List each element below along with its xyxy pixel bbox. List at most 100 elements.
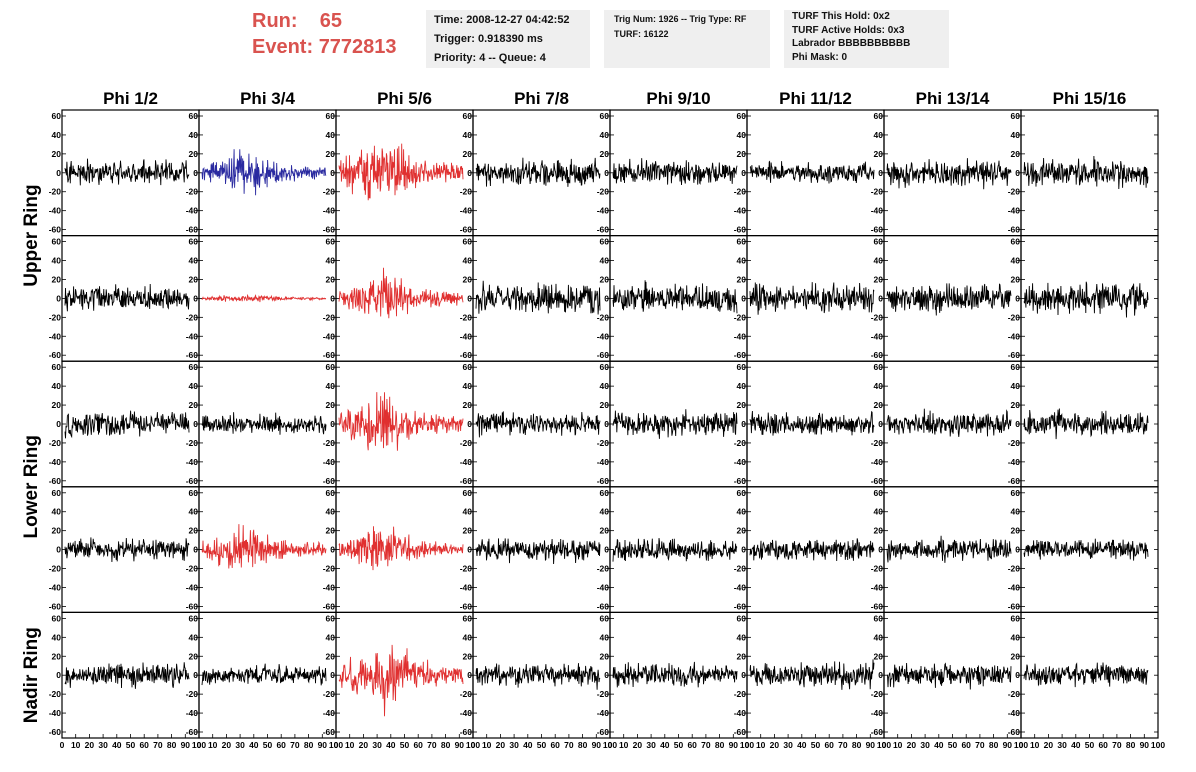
- x-tick-label: 0: [608, 740, 613, 750]
- y-tick-label: -40: [323, 708, 336, 718]
- x-tick-label: 10: [71, 740, 81, 750]
- waveform-trace: [201, 663, 327, 686]
- x-tick-label: 80: [578, 740, 588, 750]
- x-tick-label: 20: [633, 740, 643, 750]
- waveform-trace: [64, 158, 190, 186]
- y-tick-label: -20: [597, 689, 610, 699]
- waveform-trace: [1023, 281, 1149, 318]
- column-title: Phi 1/2: [103, 89, 158, 108]
- y-tick-label: 60: [463, 111, 473, 121]
- y-tick-label: -60: [734, 350, 747, 360]
- y-tick-label: -20: [871, 312, 884, 322]
- y-tick-label: 40: [189, 381, 199, 391]
- y-tick-label: 0: [604, 419, 609, 429]
- y-tick-label: -40: [1008, 331, 1021, 341]
- y-tick-label: -40: [323, 457, 336, 467]
- y-tick-label: 40: [1011, 256, 1021, 266]
- y-tick-label: 0: [741, 545, 746, 555]
- y-tick-label: 0: [878, 293, 883, 303]
- y-tick-label: 20: [189, 651, 199, 661]
- y-tick-label: 20: [1011, 651, 1021, 661]
- y-tick-label: -60: [186, 225, 199, 235]
- y-tick-label: 40: [737, 632, 747, 642]
- y-tick-label: 0: [56, 168, 61, 178]
- y-tick-label: -60: [323, 476, 336, 486]
- waveform-panel: -60 -40 -20 0 20 40 60: [49, 235, 200, 362]
- x-tick-label: 70: [290, 740, 300, 750]
- y-tick-label: 60: [463, 362, 473, 372]
- y-tick-label: -20: [49, 187, 62, 197]
- y-tick-label: -40: [49, 708, 62, 718]
- waveform-trace: [612, 538, 738, 562]
- waveform-panel: -60 -40 -20 0 20 40 60: [323, 486, 474, 613]
- time-line: Time: 2008-12-27 04:42:52: [434, 14, 570, 26]
- waveform-panel: -60 -40 -20 0 20 40 60: [186, 486, 337, 613]
- y-tick-label: 20: [52, 526, 62, 536]
- column-title: Phi 13/14: [916, 89, 990, 108]
- x-tick-label: 40: [797, 740, 807, 750]
- y-tick-label: -60: [597, 476, 610, 486]
- y-tick-label: -20: [597, 312, 610, 322]
- waveform-trace: [749, 160, 875, 184]
- x-tick-label: 40: [660, 740, 670, 750]
- y-tick-label: -60: [734, 225, 747, 235]
- waveform-panel: -60 -40 -20 0 20 40 60: [460, 235, 611, 362]
- y-tick-label: 40: [600, 507, 610, 517]
- y-tick-label: -60: [1008, 601, 1021, 611]
- y-tick-label: 0: [467, 419, 472, 429]
- y-tick-label: -40: [871, 582, 884, 592]
- y-tick-label: -20: [323, 187, 336, 197]
- y-tick-label: 40: [52, 130, 62, 140]
- y-tick-label: -60: [186, 601, 199, 611]
- waveform-trace: [64, 662, 190, 689]
- y-tick-label: 0: [467, 670, 472, 680]
- y-tick-label: -40: [597, 457, 610, 467]
- y-tick-label: 60: [463, 488, 473, 498]
- y-tick-label: 20: [600, 149, 610, 159]
- y-tick-label: 0: [1015, 545, 1020, 555]
- y-tick-label: 20: [463, 526, 473, 536]
- y-tick-label: -20: [186, 187, 199, 197]
- waveform-trace: [64, 283, 190, 312]
- y-tick-label: -40: [871, 206, 884, 216]
- y-tick-label: 0: [330, 670, 335, 680]
- waveform-trace: [201, 149, 327, 196]
- y-tick-label: -20: [1008, 312, 1021, 322]
- x-tick-label: 30: [372, 740, 382, 750]
- y-tick-label: -40: [460, 331, 473, 341]
- y-tick-label: 20: [463, 274, 473, 284]
- y-tick-label: 20: [463, 651, 473, 661]
- y-tick-label: 60: [874, 111, 884, 121]
- x-tick-label: 100: [192, 740, 206, 750]
- x-tick-label: 40: [386, 740, 396, 750]
- y-tick-label: 20: [1011, 400, 1021, 410]
- waveform-trace: [886, 408, 1012, 437]
- y-tick-label: 60: [189, 613, 199, 623]
- waveform-trace: [749, 659, 875, 690]
- row-title: Nadir Ring: [21, 627, 42, 723]
- y-tick-label: -60: [186, 350, 199, 360]
- y-tick-label: 20: [326, 400, 336, 410]
- y-tick-label: -40: [186, 206, 199, 216]
- waveform-trace: [749, 282, 875, 315]
- x-tick-label: 50: [537, 740, 547, 750]
- x-tick-label: 80: [989, 740, 999, 750]
- waveform-trace: [64, 410, 190, 439]
- y-tick-label: -60: [734, 476, 747, 486]
- x-tick-label: 70: [838, 740, 848, 750]
- y-tick-label: 40: [326, 256, 336, 266]
- y-tick-label: -60: [734, 601, 747, 611]
- y-tick-label: -60: [186, 476, 199, 486]
- x-tick-label: 20: [359, 740, 369, 750]
- y-tick-label: 40: [1011, 381, 1021, 391]
- y-tick-label: 60: [52, 111, 62, 121]
- turf-hold-panel: TURF This Hold: 0x2 TURF Active Holds: 0…: [784, 10, 949, 68]
- waveform-trace: [1023, 408, 1149, 440]
- waveform-trace: [886, 535, 1012, 563]
- y-tick-label: 20: [326, 651, 336, 661]
- y-tick-label: 40: [189, 130, 199, 140]
- x-tick-label: 60: [961, 740, 971, 750]
- y-tick-label: 60: [737, 613, 747, 623]
- y-tick-label: 20: [1011, 274, 1021, 284]
- y-tick-label: -60: [460, 601, 473, 611]
